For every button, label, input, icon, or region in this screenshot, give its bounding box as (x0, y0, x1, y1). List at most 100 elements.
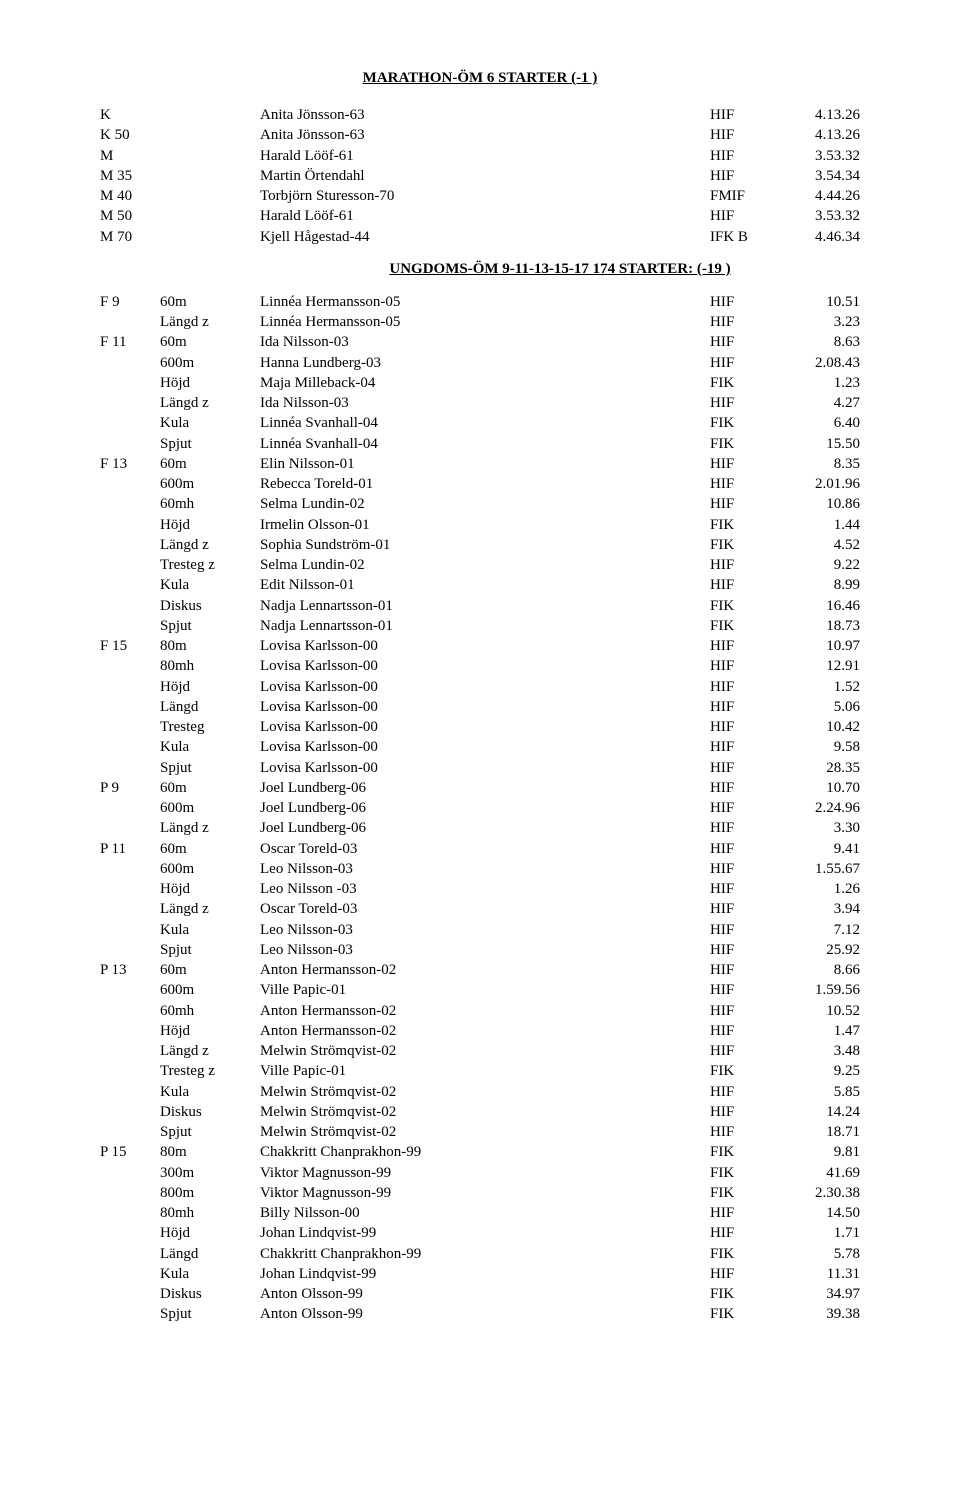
event-cell: 60m (160, 454, 260, 474)
category-cell: F 13 (100, 454, 160, 474)
event-cell: Kula (160, 1082, 260, 1102)
event-cell: 80mh (160, 1203, 260, 1223)
name-cell: Chakkritt Chanprakhon-99 (260, 1244, 710, 1264)
category-cell (100, 616, 160, 636)
category-cell: M (100, 146, 160, 166)
result-cell: 2.24.96 (780, 798, 860, 818)
category-cell (100, 920, 160, 940)
name-cell: Leo Nilsson-03 (260, 859, 710, 879)
table-row: Längd zLinnéa Hermansson-05HIF3.23 (100, 312, 860, 332)
event-cell: Höjd (160, 677, 260, 697)
name-cell: Melwin Strömqvist-02 (260, 1041, 710, 1061)
result-cell: 1.44 (780, 515, 860, 535)
club-cell: HIF (710, 393, 780, 413)
event-cell (160, 105, 260, 125)
category-cell (100, 1041, 160, 1061)
result-cell: 1.23 (780, 373, 860, 393)
club-cell: FIK (710, 1304, 780, 1324)
name-cell: Lovisa Karlsson-00 (260, 758, 710, 778)
result-cell: 3.94 (780, 899, 860, 919)
marathon-section: KAnita Jönsson-63HIF4.13.26K 50 Anita Jön… (100, 105, 860, 247)
result-cell: 9.81 (780, 1142, 860, 1162)
event-cell: Kula (160, 575, 260, 595)
category-cell (100, 515, 160, 535)
club-cell: FIK (710, 1163, 780, 1183)
event-cell (160, 125, 260, 145)
category-cell (100, 1223, 160, 1243)
result-cell: 8.99 (780, 575, 860, 595)
category-cell: K 50 (100, 125, 160, 145)
club-cell: FMIF (710, 186, 780, 206)
category-cell (100, 434, 160, 454)
club-cell: HIF (710, 1041, 780, 1061)
club-cell: FIK (710, 1061, 780, 1081)
table-row: KulaMelwin Strömqvist-02HIF5.85 (100, 1082, 860, 1102)
result-cell: 1.52 (780, 677, 860, 697)
table-row: KAnita Jönsson-63HIF4.13.26 (100, 105, 860, 125)
club-cell: HIF (710, 758, 780, 778)
event-cell: Kula (160, 1264, 260, 1284)
category-cell (100, 859, 160, 879)
club-cell: FIK (710, 1244, 780, 1264)
result-cell: 6.40 (780, 413, 860, 433)
name-cell: Ida Nilsson-03 (260, 332, 710, 352)
result-cell: 3.53.32 (780, 146, 860, 166)
table-row: 60mhAnton Hermansson-02HIF10.52 (100, 1001, 860, 1021)
club-cell: HIF (710, 575, 780, 595)
table-row: 80mhLovisa Karlsson-00HIF12.91 (100, 656, 860, 676)
event-cell: Tresteg z (160, 555, 260, 575)
result-cell: 7.12 (780, 920, 860, 940)
event-cell: Diskus (160, 596, 260, 616)
name-cell: Anita Jönsson-63 (260, 125, 710, 145)
category-cell: M 50 (100, 206, 160, 226)
name-cell: Oscar Toreld-03 (260, 839, 710, 859)
result-cell: 4.13.26 (780, 125, 860, 145)
club-cell: HIF (710, 555, 780, 575)
club-cell: HIF (710, 146, 780, 166)
club-cell: FIK (710, 616, 780, 636)
result-cell: 8.35 (780, 454, 860, 474)
name-cell: Johan Lindqvist-99 (260, 1223, 710, 1243)
table-row: Längd zOscar Toreld-03HIF3.94 (100, 899, 860, 919)
name-cell: Viktor Magnusson-99 (260, 1183, 710, 1203)
result-cell: 3.23 (780, 312, 860, 332)
name-cell: Joel Lundberg-06 (260, 818, 710, 838)
name-cell: Sophia Sundström-01 (260, 535, 710, 555)
category-cell (100, 1244, 160, 1264)
name-cell: Lovisa Karlsson-00 (260, 697, 710, 717)
table-row: KulaJohan Lindqvist-99HIF11.31 (100, 1264, 860, 1284)
ungdoms-section: F 960mLinnéa Hermansson-05HIF10.51Längd … (100, 292, 860, 1325)
result-cell: 2.30.38 (780, 1183, 860, 1203)
name-cell: Rebecca Toreld-01 (260, 474, 710, 494)
table-row: 60mhSelma Lundin-02HIF10.86 (100, 494, 860, 514)
event-cell: Spjut (160, 434, 260, 454)
event-cell: Tresteg z (160, 1061, 260, 1081)
name-cell: Ida Nilsson-03 (260, 393, 710, 413)
table-row: DiskusAnton Olsson-99FIK34.97 (100, 1284, 860, 1304)
event-cell: Spjut (160, 758, 260, 778)
name-cell: Leo Nilsson-03 (260, 940, 710, 960)
result-cell: 8.66 (780, 960, 860, 980)
club-cell: HIF (710, 656, 780, 676)
event-cell (160, 206, 260, 226)
event-cell (160, 227, 260, 247)
event-cell: Höjd (160, 373, 260, 393)
category-cell: M 40 (100, 186, 160, 206)
event-cell: Kula (160, 920, 260, 940)
category-cell (100, 1082, 160, 1102)
table-row: SpjutLeo Nilsson-03HIF25.92 (100, 940, 860, 960)
name-cell: Chakkritt Chanprakhon-99 (260, 1142, 710, 1162)
table-row: HöjdLovisa Karlsson-00HIF1.52 (100, 677, 860, 697)
result-cell: 3.53.32 (780, 206, 860, 226)
event-cell: 60m (160, 332, 260, 352)
category-cell (100, 596, 160, 616)
club-cell: HIF (710, 960, 780, 980)
event-cell: 60m (160, 839, 260, 859)
result-cell: 10.42 (780, 717, 860, 737)
club-cell: FIK (710, 373, 780, 393)
name-cell: Joel Lundberg-06 (260, 778, 710, 798)
result-cell: 16.46 (780, 596, 860, 616)
result-cell: 2.01.96 (780, 474, 860, 494)
club-cell: HIF (710, 332, 780, 352)
event-cell: 80m (160, 1142, 260, 1162)
